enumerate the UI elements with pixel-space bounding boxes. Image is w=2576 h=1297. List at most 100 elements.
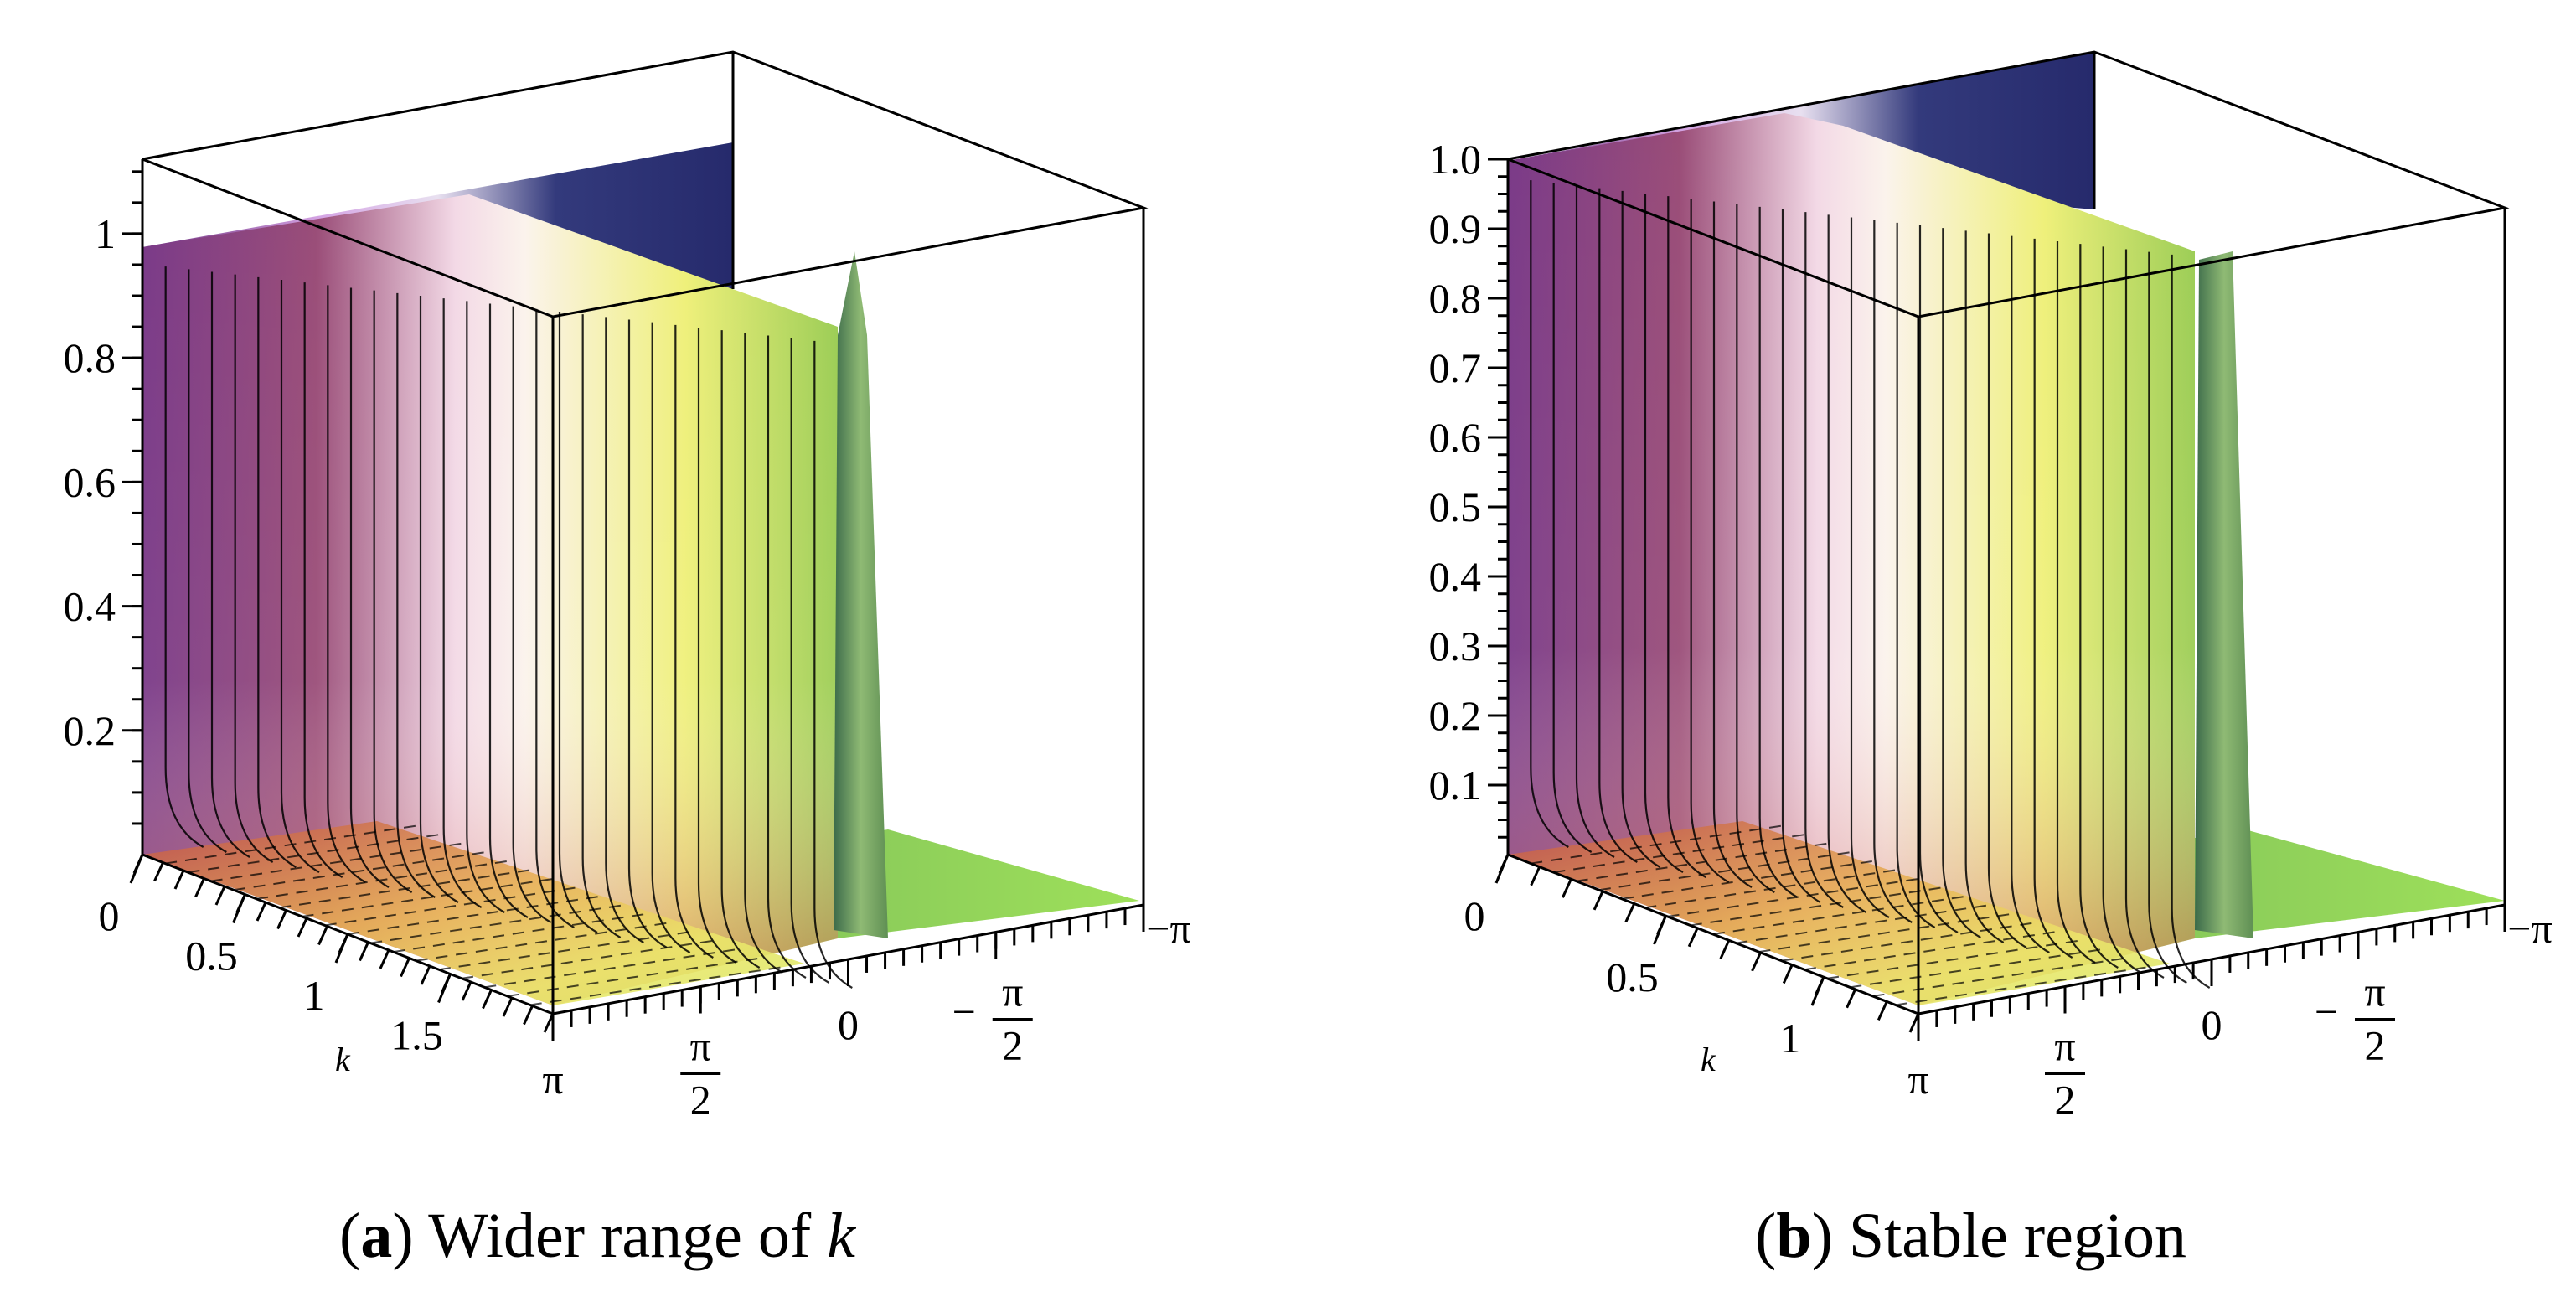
k-axis-label: k xyxy=(335,1041,351,1078)
floor-mesh-line xyxy=(1758,913,2011,953)
mesh-line xyxy=(1987,233,2027,948)
surface-spike xyxy=(2195,251,2253,938)
floor-mesh-line xyxy=(165,824,417,865)
k-minor-tick xyxy=(1846,989,1856,1009)
floor-mesh-line xyxy=(1576,842,1828,882)
mesh-line xyxy=(1621,190,1661,868)
k-minor-tick xyxy=(1593,891,1604,911)
mesh-line xyxy=(1575,185,1615,858)
mesh-line xyxy=(488,303,529,918)
floor-mesh-line xyxy=(1781,922,2033,962)
z-tick-label: 0.6 xyxy=(1429,414,1482,461)
mesh-line xyxy=(373,290,413,893)
k-tick-label: 0.5 xyxy=(185,933,238,979)
k-tick xyxy=(1653,915,1667,945)
mesh-line xyxy=(349,287,390,888)
floor-mesh-line xyxy=(347,896,600,935)
z-tick-label: 1.0 xyxy=(1429,136,1482,183)
theta-tick-label: −π xyxy=(2507,905,2552,952)
mesh-line xyxy=(188,269,227,853)
mesh-line xyxy=(1850,217,1890,918)
z-tick-label: 0.4 xyxy=(64,583,116,630)
floor-mesh-line xyxy=(302,877,554,917)
k-minor-tick xyxy=(1751,952,1762,972)
k-tick xyxy=(1810,976,1825,1006)
floor-mesh-line xyxy=(210,842,462,882)
svg-text:π: π xyxy=(2054,1023,2075,1070)
floor-mesh-line xyxy=(1826,939,2079,979)
mesh-line xyxy=(2171,254,2211,989)
z-tick-label: 0.8 xyxy=(64,334,116,381)
k-minor-tick xyxy=(502,997,514,1017)
k-minor-tick xyxy=(1624,902,1636,923)
k-tick-label: 1 xyxy=(304,972,325,1019)
surface-mesh xyxy=(164,266,853,1006)
mesh-line xyxy=(767,335,807,979)
mesh-line xyxy=(1873,220,1913,923)
floor-mesh-line xyxy=(1736,904,1988,944)
k-minor-tick xyxy=(297,917,308,938)
floor-mesh-line xyxy=(1850,948,2102,989)
mesh-line xyxy=(1758,206,1799,898)
floor-mesh-line xyxy=(529,966,782,1006)
k-minor-tick xyxy=(359,941,369,962)
mesh-line xyxy=(257,276,297,868)
mesh-line xyxy=(419,296,459,903)
svg-text:2: 2 xyxy=(2365,1022,2386,1069)
floor-mesh-line xyxy=(416,922,668,962)
mesh-line xyxy=(1918,225,1959,933)
k-tick-label: 1 xyxy=(1779,1015,1800,1062)
floor-mesh-line xyxy=(188,834,440,874)
floor-mesh-line xyxy=(393,913,645,953)
surface-mesh xyxy=(1530,180,2211,1006)
mesh-line xyxy=(1942,228,1981,938)
k-tick-label: 0.5 xyxy=(1606,953,1659,1000)
k-minor-tick xyxy=(400,957,410,978)
mesh-line xyxy=(1667,196,1706,878)
floor-mesh-line xyxy=(1895,966,2147,1006)
k-minor-tick xyxy=(276,909,287,930)
floor-mesh-line xyxy=(324,886,576,927)
mesh-line xyxy=(2124,249,2165,979)
svg-text:2: 2 xyxy=(1002,1022,1023,1069)
mesh-line xyxy=(813,340,853,989)
floor-mesh-line xyxy=(1553,834,1805,874)
z-axis: 0.2 0.4 0.6 0.8 1 xyxy=(64,170,142,825)
floor-mesh-line xyxy=(1712,896,1965,935)
floor-mesh-line xyxy=(507,957,759,997)
mesh-line xyxy=(2033,238,2073,959)
k-tick xyxy=(437,973,452,1004)
z-tick-label: 0.7 xyxy=(1429,344,1482,391)
k-minor-tick xyxy=(1908,1013,1920,1033)
floor-mesh-line xyxy=(1531,824,1783,865)
mesh-line xyxy=(327,285,366,883)
k-minor-tick xyxy=(482,989,493,1010)
caption-a-var: k xyxy=(827,1201,856,1271)
panel-b: 0.10.20.30.40.50.60.70.80.91.0 00.51 ππ2… xyxy=(1429,50,2553,1271)
mesh-line xyxy=(605,317,644,943)
floor-mesh-line xyxy=(1644,869,1897,909)
surface-right-floor xyxy=(2195,829,2505,938)
mesh-line xyxy=(1781,209,1821,903)
floor-mesh-line xyxy=(1690,886,1942,927)
floor-mesh-line xyxy=(438,931,691,971)
caption-a: (a) Wider range of k xyxy=(339,1201,856,1271)
k-minor-tick xyxy=(379,949,390,969)
mesh-line xyxy=(512,306,552,923)
mesh-line xyxy=(2056,241,2096,964)
theta-tick-label: −π xyxy=(1146,905,1190,952)
k-minor-tick xyxy=(214,886,226,906)
svg-text:−: − xyxy=(2315,989,2338,1036)
k-minor-tick xyxy=(1562,878,1572,898)
mesh-line xyxy=(303,282,343,878)
z-tick-label: 0.2 xyxy=(64,707,116,754)
floor-mesh-line xyxy=(233,851,486,891)
mesh-line xyxy=(2102,246,2142,974)
caption-b-text: Stable region xyxy=(1849,1201,2186,1271)
k-minor-tick xyxy=(523,1005,534,1026)
caption-b: (b) Stable region xyxy=(1755,1201,2186,1271)
k-axis: 0 0.5 1 1.5 xyxy=(99,854,555,1059)
floor-mesh-line xyxy=(1621,860,1874,900)
